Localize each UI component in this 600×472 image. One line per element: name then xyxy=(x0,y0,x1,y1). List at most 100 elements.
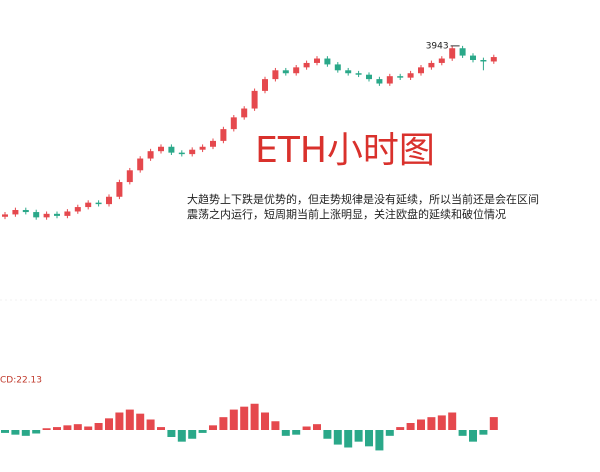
macd-bar xyxy=(11,430,20,435)
candle-body xyxy=(137,158,144,171)
candle-body xyxy=(324,58,331,65)
macd-bar xyxy=(292,430,301,435)
annotation: 大趋势上下跌是优势的，但走势规律是没有延续，所以当前还是会在区间 xyxy=(187,192,539,206)
candle-body xyxy=(438,58,445,63)
macd-bar xyxy=(167,430,176,437)
candle-body xyxy=(54,213,60,216)
candle-body xyxy=(345,70,352,74)
macd-bar xyxy=(94,423,103,430)
macd-bar xyxy=(365,430,373,447)
macd-bar xyxy=(229,409,238,430)
candle-body xyxy=(210,140,216,147)
candle-body xyxy=(470,55,476,60)
macd-bar xyxy=(146,419,155,430)
macd-bar xyxy=(42,428,51,430)
macd-bar xyxy=(198,430,207,433)
macd-bar xyxy=(281,430,290,436)
candle-body xyxy=(116,182,123,197)
candle-body xyxy=(376,79,383,84)
macd-bar xyxy=(73,424,82,430)
high-label: 3943 xyxy=(426,41,449,51)
candle-body xyxy=(355,73,362,75)
candle-body xyxy=(251,90,258,109)
candle-body xyxy=(43,213,50,218)
macd-bar xyxy=(396,427,405,430)
candle-body xyxy=(272,70,279,80)
macd-bar xyxy=(333,430,342,445)
macd-bar xyxy=(271,421,280,430)
macd-bar xyxy=(1,430,9,433)
candle-body xyxy=(418,67,424,74)
macd-bar xyxy=(21,430,30,436)
candle-body xyxy=(262,79,268,91)
macd-label: CD:22.13 xyxy=(0,376,42,386)
candle-body xyxy=(366,74,372,80)
candle-body xyxy=(106,196,112,205)
candle-body xyxy=(189,149,196,155)
candle-body xyxy=(428,62,435,68)
macd-bar xyxy=(417,419,425,430)
candle-body xyxy=(2,214,8,217)
candle-body xyxy=(490,57,497,62)
candle-body xyxy=(199,146,206,150)
annotation: 震荡之内运行，短周期当前上涨明显，关注欧盘的延续和破位情况 xyxy=(187,207,506,221)
macd-bar xyxy=(219,417,228,430)
macd-bar xyxy=(344,430,353,448)
macd-bar xyxy=(53,427,61,430)
macd-bar xyxy=(437,415,446,430)
macd-bar xyxy=(177,430,186,442)
candle-body xyxy=(64,211,71,216)
candle-body xyxy=(33,212,40,218)
macd-bar xyxy=(136,413,145,430)
candle-body xyxy=(126,170,133,183)
candle-body xyxy=(220,129,227,141)
candle-body xyxy=(22,210,29,213)
candle-body xyxy=(314,58,320,63)
macd-bar xyxy=(188,430,197,439)
macd-bar xyxy=(209,425,217,430)
candle-body xyxy=(282,70,289,74)
candle-body xyxy=(158,146,164,152)
candle-body xyxy=(293,67,300,74)
macd-bar xyxy=(469,430,477,442)
candle-body xyxy=(407,73,414,78)
chart-title: ETH小时图 xyxy=(255,130,435,171)
macd-bar xyxy=(261,412,269,430)
candle-body xyxy=(334,64,341,71)
candle-body xyxy=(12,210,19,215)
candle-body xyxy=(449,48,456,59)
macd-bar xyxy=(240,406,249,430)
macd-bar xyxy=(323,430,332,439)
macd-bar xyxy=(105,418,113,430)
macd-bar xyxy=(427,417,436,430)
candle-body xyxy=(480,60,487,62)
candle-body xyxy=(178,152,185,155)
macd-bar xyxy=(375,430,384,451)
candle-body xyxy=(397,76,404,78)
macd-bar xyxy=(406,423,415,430)
candle-body xyxy=(386,76,393,84)
macd-bar xyxy=(489,417,498,430)
macd-bar xyxy=(313,424,321,430)
macd-bar xyxy=(354,430,363,442)
macd-bar xyxy=(157,427,165,430)
candle-body xyxy=(147,151,154,159)
macd-bar xyxy=(125,409,134,430)
candle-body xyxy=(303,62,310,68)
macd-bar xyxy=(385,430,394,436)
macd-bar xyxy=(115,412,124,430)
candle-body xyxy=(74,207,81,212)
candle-body xyxy=(85,202,92,208)
candle-body xyxy=(459,48,466,56)
macd-bar xyxy=(302,426,311,430)
macd-bar xyxy=(84,426,93,430)
macd-bar xyxy=(63,425,72,430)
candle-body xyxy=(168,146,175,153)
macd-bar xyxy=(479,430,488,435)
macd-bar xyxy=(458,430,467,436)
macd-bar xyxy=(250,403,259,430)
candle-body xyxy=(230,117,237,130)
macd-bar xyxy=(32,430,41,434)
